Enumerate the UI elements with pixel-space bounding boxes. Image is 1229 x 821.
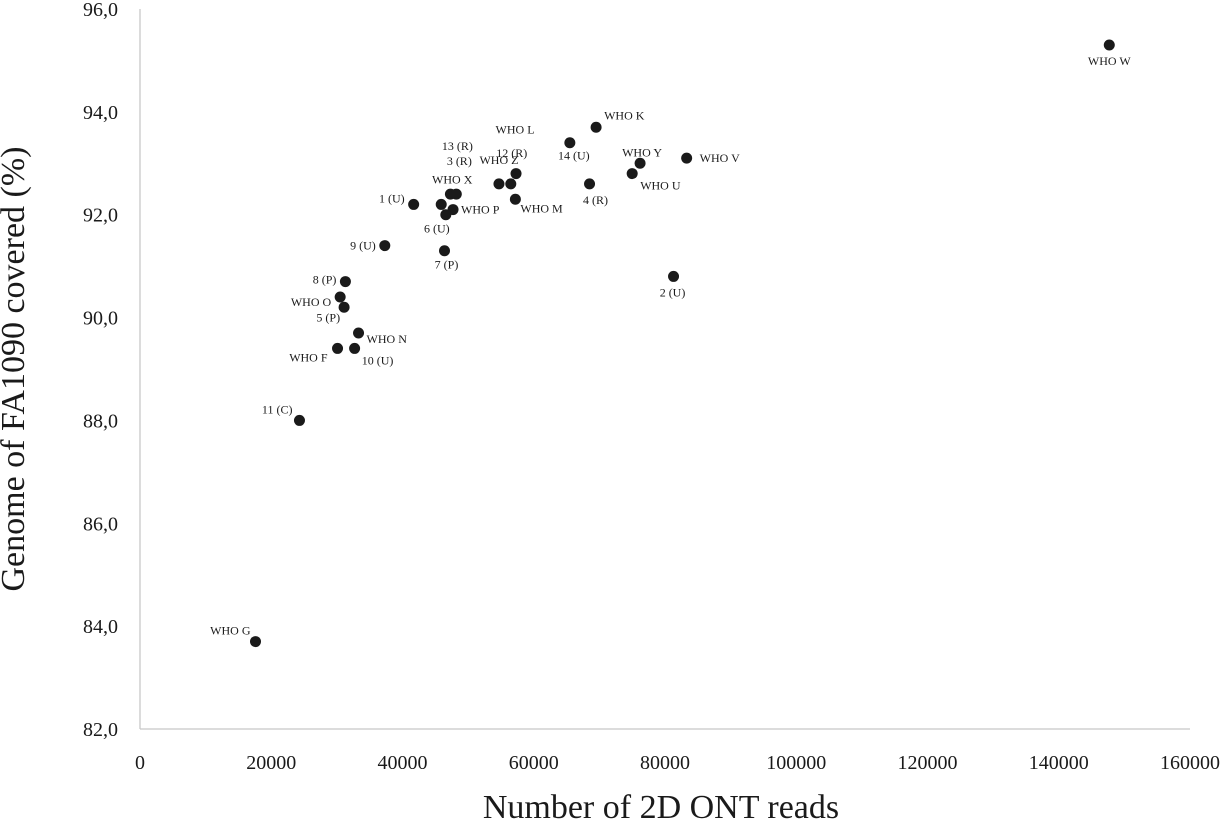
x-tick-label: 0 [135,752,145,774]
x-tick-label: 160000 [1160,752,1220,774]
data-point [293,414,305,426]
point-label: WHO P [461,203,500,217]
data-point [379,240,391,252]
x-tick-label: 80000 [640,752,690,774]
x-tick-label: 140000 [1029,752,1089,774]
point-label: 10 (U) [362,353,394,367]
data-point [450,188,462,200]
point-label: WHO Z [479,153,518,167]
point-label: 12 (R) [496,146,527,160]
y-tick-label: 88,0 [83,410,118,432]
point-label: 5 (P) [316,310,340,324]
data-point [250,636,261,648]
point-label: 14 (U) [558,149,590,163]
data-point [1103,39,1115,51]
point-label: 9 (U) [350,239,376,253]
y-tick-label: 92,0 [83,205,118,227]
data-point [334,291,346,303]
point-label: WHO V [700,151,740,165]
point-label: 13 (R) [442,139,473,153]
point-label: 7 (P) [435,258,459,272]
data-point [440,209,452,221]
data-point [681,152,693,164]
y-tick-label: 96,0 [83,0,118,21]
data-point [584,178,596,190]
point-label: WHO W [1088,54,1131,68]
point-label: 4 (R) [583,193,608,207]
point-label: 6 (U) [424,222,450,236]
data-point [668,270,680,282]
point-label: WHO G [210,624,251,638]
data-point [510,168,522,180]
point-label: WHO L [496,123,535,137]
point-label: 11 (C) [262,402,293,416]
point-label: 8 (P) [313,273,337,287]
point-label: 1 (U) [379,191,405,205]
data-point [332,342,344,354]
point-label: 3 (R) [447,154,472,168]
x-tick-label: 40000 [378,752,428,774]
data-point [493,178,505,190]
y-tick-label: 82,0 [83,719,118,741]
point-label: WHO X [432,172,473,186]
y-tick-label: 94,0 [83,102,118,124]
point-label: WHO N [367,332,408,346]
x-tick-label: 60000 [509,752,559,774]
point-label: 2 (U) [660,285,686,299]
y-tick-label: 90,0 [83,308,118,330]
data-point [339,276,351,288]
data-point [439,245,450,257]
x-tick-label: 100000 [766,752,826,774]
data-point [408,198,420,210]
x-tick-label: 20000 [246,752,296,774]
data-point [626,168,638,180]
data-point [353,327,365,339]
data-point [634,157,646,169]
data-point [435,198,447,210]
data-point [590,121,602,133]
y-tick-label: 84,0 [83,616,118,638]
x-tick-labels: 0 20000 40000 60000 80000 100000 120000 140000 1… [135,752,1220,774]
point-label: WHO F [289,350,328,364]
point-label: WHO M [520,201,563,215]
y-tick-label: 86,0 [83,513,118,535]
x-tick-label: 120000 [898,752,958,774]
point-label: WHO O [291,295,332,309]
data-point [505,178,517,190]
point-label: WHO K [604,108,645,122]
data-point [338,301,350,313]
y-axis-title: Genome of FA1090 covered (%) [0,146,32,591]
point-label: WHO U [640,179,681,193]
data-point [349,342,361,354]
x-axis-title: Number of 2D ONT reads [483,789,839,821]
data-points [250,39,1115,648]
data-point [564,137,576,149]
point-labels: WHO W WHO K 14 (U) WHO L 12 (R)WHO Z WHO M WHO… [210,54,1131,638]
data-point [509,193,521,205]
point-label: WHO Y [622,145,662,159]
y-tick-labels: 82,0 84,0 86,0 88,0 90,0 92,0 94,0 96,0 [83,0,118,741]
